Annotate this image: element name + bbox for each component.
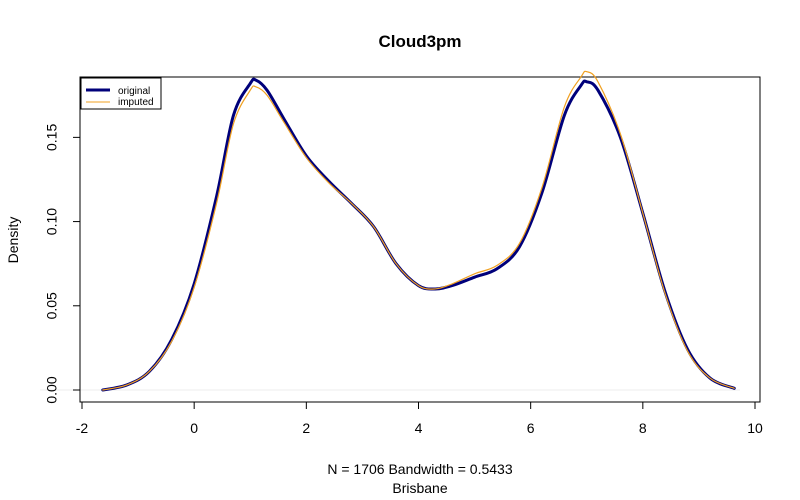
y-tick-label: 0.05 [44, 292, 60, 319]
series-line-imputed [102, 70, 735, 391]
x-axis-label-line1: N = 1706 Bandwidth = 0.5433 [327, 461, 512, 477]
y-tick-label: 0.00 [44, 376, 60, 403]
x-tick-label: -2 [76, 420, 89, 436]
x-tick-label: 0 [190, 420, 198, 436]
legend-box [80, 77, 162, 110]
legend: original imputed [80, 77, 162, 110]
legend-label-imputed: imputed [118, 97, 154, 108]
x-tick-label: 2 [302, 420, 310, 436]
x-axis: -2 0 2 4 6 8 10 [76, 401, 763, 436]
chart-title: Cloud3pm [378, 32, 461, 51]
series-line-original [101, 77, 736, 392]
x-axis-label-line2: Brisbane [392, 480, 447, 496]
x-tick-label: 8 [639, 420, 647, 436]
legend-label-original: original [118, 86, 150, 97]
plot-frame [79, 76, 761, 403]
y-tick-label: 0.15 [44, 124, 60, 151]
series-layer [101, 70, 736, 392]
y-axis-label: Density [5, 217, 21, 264]
y-axis: 0.00 0.05 0.10 0.15 [44, 124, 81, 404]
y-tick-label: 0.10 [44, 208, 60, 235]
x-tick-label: 6 [527, 420, 535, 436]
x-tick-label: 4 [415, 420, 423, 436]
x-tick-label: 10 [747, 420, 763, 436]
